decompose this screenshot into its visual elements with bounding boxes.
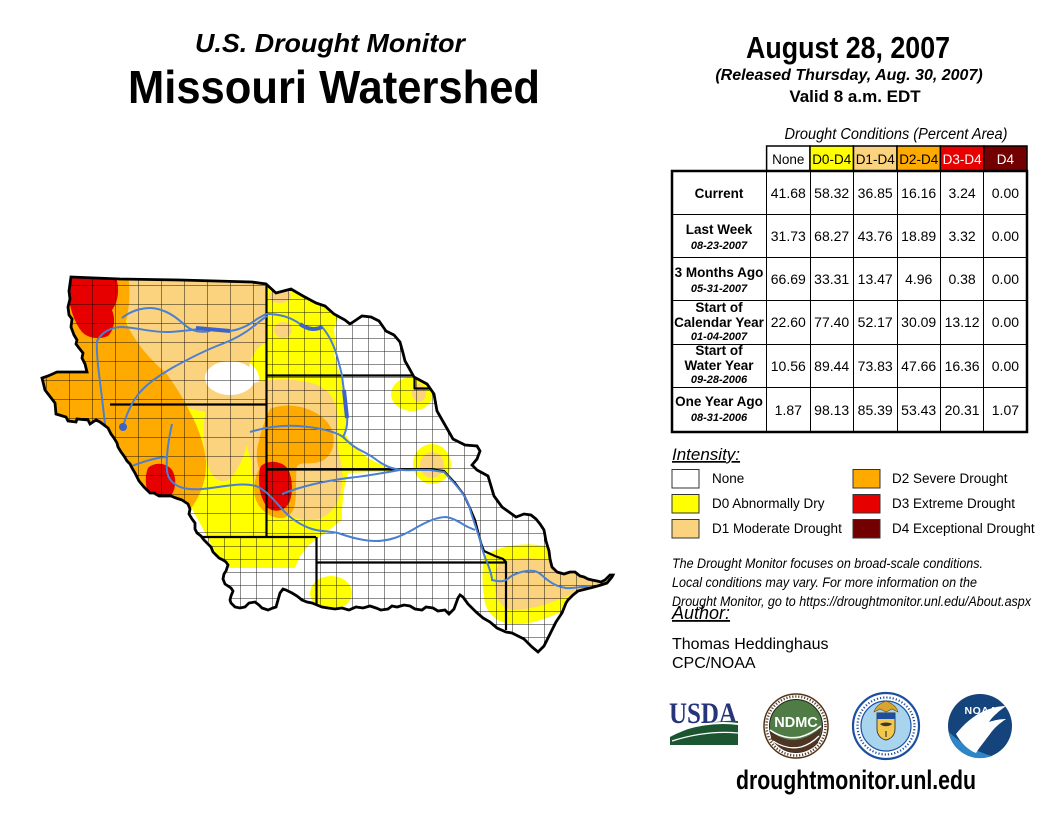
- svg-text:None: None: [712, 471, 744, 486]
- svg-text:One Year Ago: One Year Ago: [675, 394, 763, 409]
- svg-text:Water Year: Water Year: [684, 358, 754, 373]
- svg-text:20.31: 20.31: [945, 402, 980, 418]
- svg-text:D4 Exceptional Drought: D4 Exceptional Drought: [892, 521, 1035, 536]
- svg-text:73.83: 73.83: [858, 358, 893, 374]
- svg-text:3 Months Ago: 3 Months Ago: [675, 265, 764, 280]
- svg-text:66.69: 66.69: [771, 271, 806, 287]
- svg-text:1.87: 1.87: [775, 402, 802, 418]
- svg-text:08-23-2007: 08-23-2007: [691, 240, 748, 252]
- svg-text:3.32: 3.32: [948, 228, 975, 244]
- svg-text:Start of: Start of: [695, 343, 743, 358]
- svg-text:36.85: 36.85: [858, 185, 893, 201]
- svg-text:Current: Current: [695, 186, 744, 201]
- svg-text:3.24: 3.24: [948, 185, 975, 201]
- svg-text:Author:: Author:: [671, 603, 730, 623]
- svg-text:D0 Abnormally Dry: D0 Abnormally Dry: [712, 496, 825, 511]
- svg-text:Last Week: Last Week: [686, 222, 753, 237]
- svg-text:4.96: 4.96: [905, 271, 932, 287]
- svg-text:Calendar Year: Calendar Year: [674, 315, 765, 330]
- svg-text:58.32: 58.32: [814, 185, 849, 201]
- svg-text:22.60: 22.60: [771, 314, 806, 330]
- svg-text:The Drought Monitor focuses on: The Drought Monitor focuses on broad-sca…: [672, 556, 983, 571]
- svg-text:NDMC: NDMC: [774, 715, 818, 731]
- svg-text:16.36: 16.36: [945, 358, 980, 374]
- svg-text:Valid 8 a.m. EDT: Valid 8 a.m. EDT: [789, 87, 921, 106]
- svg-text:D1-D4: D1-D4: [856, 152, 896, 167]
- svg-text:05-31-2007: 05-31-2007: [691, 283, 748, 295]
- svg-text:10.56: 10.56: [771, 358, 806, 374]
- svg-text:0.00: 0.00: [992, 314, 1019, 330]
- svg-text:D3 Extreme Drought: D3 Extreme Drought: [892, 496, 1015, 511]
- svg-text:None: None: [772, 152, 804, 167]
- svg-text:(Released Thursday, Aug. 30, 2: (Released Thursday, Aug. 30, 2007): [715, 67, 982, 84]
- svg-text:09-28-2006: 09-28-2006: [691, 374, 748, 386]
- svg-text:Start of: Start of: [695, 300, 743, 315]
- svg-text:13.47: 13.47: [858, 271, 893, 287]
- svg-text:43.76: 43.76: [858, 228, 893, 244]
- svg-text:33.31: 33.31: [814, 271, 849, 287]
- svg-text:08-31-2006: 08-31-2006: [691, 412, 748, 424]
- svg-text:D0-D4: D0-D4: [812, 152, 852, 167]
- svg-text:31.73: 31.73: [771, 228, 806, 244]
- svg-text:52.17: 52.17: [858, 314, 893, 330]
- svg-text:Drought Monitor, go to https:/: Drought Monitor, go to https://droughtmo…: [672, 594, 1032, 609]
- svg-text:Intensity:: Intensity:: [672, 445, 740, 464]
- svg-text:0.38: 0.38: [948, 271, 975, 287]
- svg-text:August 28, 2007: August 28, 2007: [746, 30, 950, 65]
- svg-text:01-04-2007: 01-04-2007: [691, 331, 748, 343]
- svg-text:D2 Severe Drought: D2 Severe Drought: [892, 471, 1008, 486]
- svg-text:NOAA: NOAA: [965, 705, 998, 717]
- svg-text:0.00: 0.00: [992, 271, 1019, 287]
- svg-text:13.12: 13.12: [945, 314, 980, 330]
- svg-text:68.27: 68.27: [814, 228, 849, 244]
- svg-text:D1 Moderate Drought: D1 Moderate Drought: [712, 521, 842, 536]
- svg-text:Thomas Heddinghaus: Thomas Heddinghaus: [672, 636, 829, 653]
- svg-text:droughtmonitor.unl.edu: droughtmonitor.unl.edu: [736, 765, 976, 795]
- svg-text:Missouri Watershed: Missouri Watershed: [128, 61, 540, 113]
- svg-text:98.13: 98.13: [814, 402, 849, 418]
- svg-text:D3-D4: D3-D4: [943, 152, 983, 167]
- svg-text:0.00: 0.00: [992, 185, 1019, 201]
- svg-text:89.44: 89.44: [814, 358, 849, 374]
- svg-text:77.40: 77.40: [814, 314, 849, 330]
- svg-text:Local conditions may vary. For: Local conditions may vary. For more info…: [672, 575, 977, 590]
- svg-text:U.S. Drought Monitor: U.S. Drought Monitor: [195, 28, 467, 58]
- svg-text:0.00: 0.00: [992, 358, 1019, 374]
- svg-text:1.07: 1.07: [992, 402, 1019, 418]
- svg-text:CPC/NOAA: CPC/NOAA: [672, 655, 756, 672]
- svg-text:85.39: 85.39: [858, 402, 893, 418]
- svg-text:0.00: 0.00: [992, 228, 1019, 244]
- svg-text:41.68: 41.68: [771, 185, 806, 201]
- svg-text:Drought Conditions (Percent Ar: Drought Conditions (Percent Area): [785, 126, 1008, 143]
- svg-text:30.09: 30.09: [901, 314, 936, 330]
- svg-text:53.43: 53.43: [901, 402, 936, 418]
- svg-text:47.66: 47.66: [901, 358, 936, 374]
- svg-text:D4: D4: [997, 152, 1015, 167]
- svg-text:18.89: 18.89: [901, 228, 936, 244]
- svg-text:16.16: 16.16: [901, 185, 936, 201]
- svg-text:D2-D4: D2-D4: [899, 152, 939, 167]
